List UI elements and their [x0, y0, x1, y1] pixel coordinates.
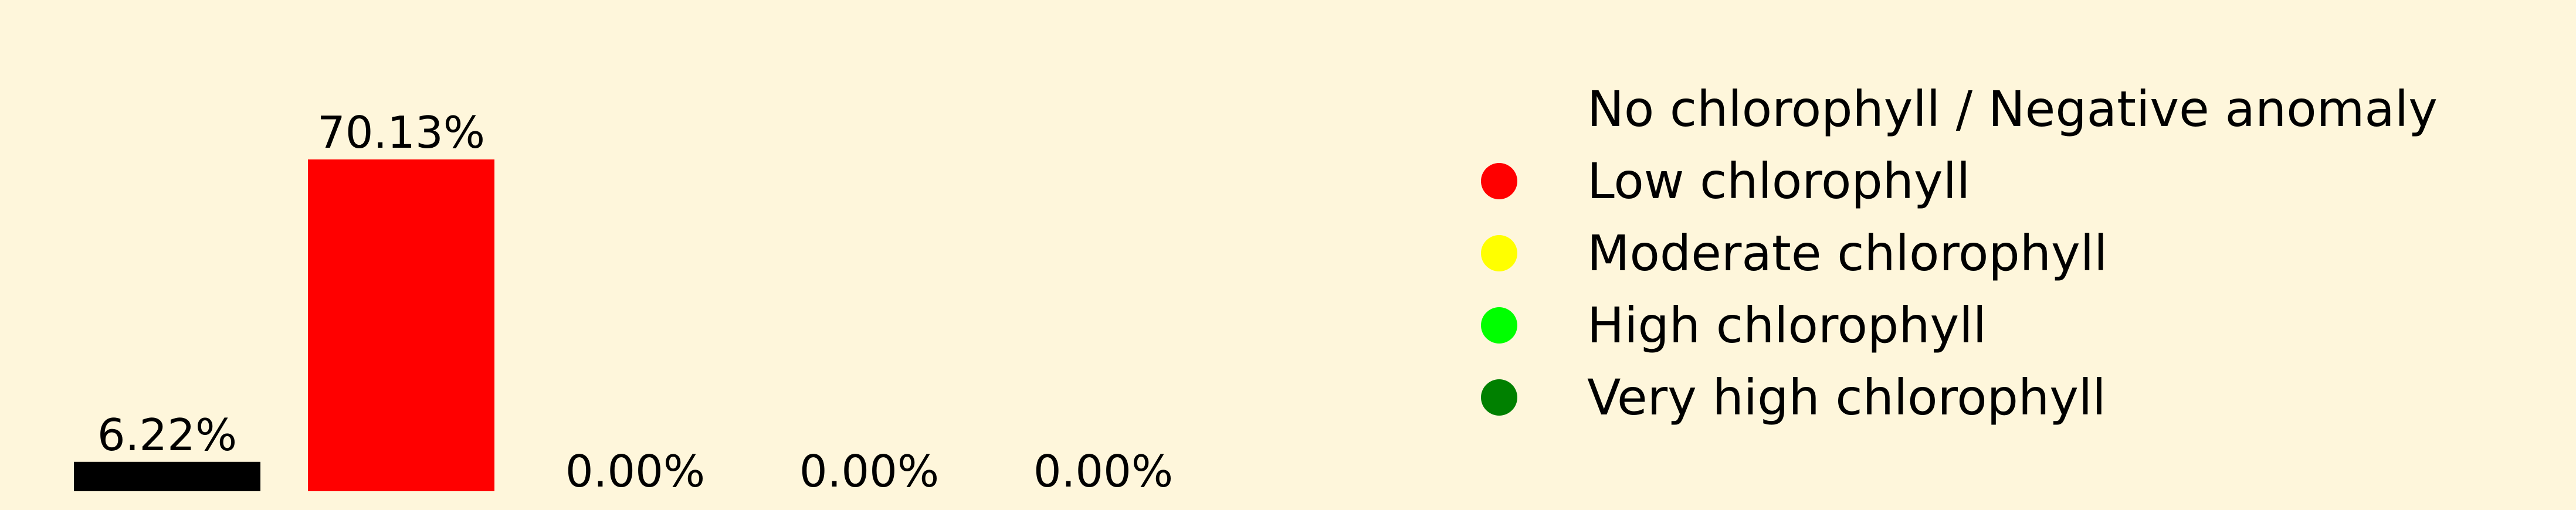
- bar-value-label-3: 0.00%: [799, 446, 939, 497]
- legend: No chlorophyll / Negative anomaly Low chl…: [1481, 80, 2438, 426]
- bars-group: [74, 159, 494, 491]
- legend-marker-3: [1481, 307, 1517, 344]
- bar-labels-group: 6.22% 70.13% 0.00% 0.00% 0.00%: [97, 107, 1173, 497]
- legend-label-3: High chlorophyll: [1587, 297, 1987, 354]
- bar-value-label-1: 70.13%: [317, 107, 485, 158]
- legend-label-0: No chlorophyll / Negative anomaly: [1587, 80, 2438, 138]
- bar-value-label-2: 0.00%: [565, 446, 705, 497]
- legend-marker-1: [1481, 163, 1517, 199]
- legend-marker-2: [1481, 235, 1517, 271]
- bar-value-label-0: 6.22%: [97, 409, 237, 461]
- legend-label-4: Very high chlorophyll: [1587, 369, 2106, 426]
- legend-label-1: Low chlorophyll: [1587, 152, 1970, 210]
- bar-value-label-4: 0.00%: [1033, 446, 1173, 497]
- bar-1: [308, 159, 494, 491]
- legend-marker-4: [1481, 379, 1517, 416]
- bar-0: [74, 461, 260, 491]
- legend-label-2: Moderate chlorophyll: [1587, 225, 2107, 282]
